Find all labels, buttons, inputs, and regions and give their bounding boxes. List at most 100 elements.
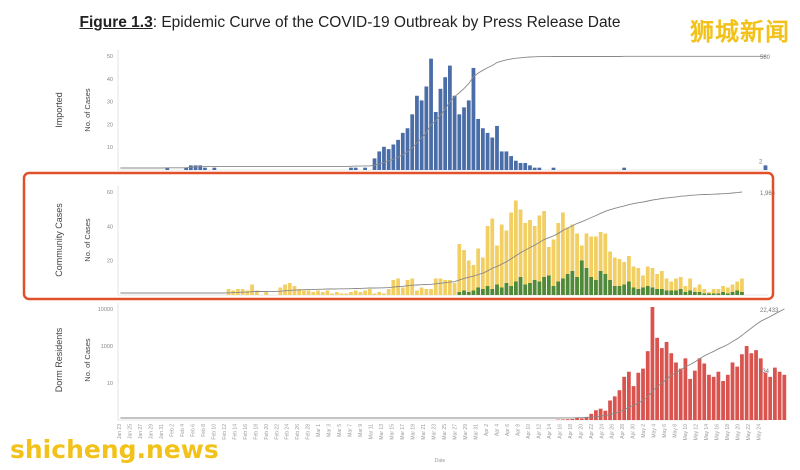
x-tick-label: May 10	[683, 424, 689, 441]
bar	[485, 286, 490, 295]
bar	[688, 378, 692, 420]
bar	[528, 165, 532, 170]
y-axis-label: No. of Cases	[83, 338, 92, 382]
bar	[334, 292, 339, 295]
bar	[758, 358, 763, 420]
x-tick-label: Mar 11	[369, 424, 375, 439]
bar	[598, 232, 603, 295]
figure-label: Figure 1.3	[79, 14, 153, 31]
bar	[513, 200, 518, 295]
bar	[386, 149, 391, 170]
cumulative-line	[120, 55, 766, 169]
bar	[664, 278, 669, 295]
x-tick-label: Jan 29	[148, 424, 154, 439]
x-tick-label: Feb 6	[190, 424, 196, 437]
bar	[603, 233, 608, 295]
bar	[575, 233, 579, 295]
last-value-label: 434	[759, 369, 770, 375]
bar	[382, 146, 386, 170]
x-tick-label: Apr 20	[578, 424, 584, 439]
bar	[476, 118, 481, 170]
bar	[678, 277, 683, 295]
bar	[438, 278, 443, 295]
bar	[707, 374, 711, 420]
bar	[645, 351, 650, 420]
x-tick-label: Jan 27	[138, 424, 144, 439]
bar	[452, 283, 457, 295]
bar	[377, 151, 382, 170]
bar	[184, 167, 189, 170]
x-tick-label: May 6	[662, 424, 668, 438]
bar	[655, 289, 660, 295]
y-tick-label: 30	[107, 100, 113, 106]
bar	[740, 354, 744, 420]
bar	[551, 286, 556, 295]
y-axis-label: No. of Cases	[83, 218, 92, 262]
bar	[659, 271, 664, 295]
x-tick-label: Mar 29	[463, 424, 469, 440]
bar	[226, 289, 231, 295]
bar	[438, 88, 443, 170]
y-tick-label: 20	[107, 259, 113, 265]
bar	[476, 248, 481, 295]
bar	[650, 268, 655, 295]
x-tick-label: Jan 31	[159, 424, 165, 439]
bar	[721, 380, 725, 420]
bar	[584, 233, 589, 295]
x-tick-label: Jan 23	[117, 424, 123, 439]
bar	[683, 292, 688, 295]
x-tick-label: May 20	[736, 424, 742, 441]
bar	[532, 167, 537, 170]
x-tick-label: Feb 2	[169, 424, 175, 437]
bar	[546, 247, 551, 295]
bar	[725, 287, 730, 295]
bar	[688, 278, 692, 295]
bar	[542, 211, 546, 295]
bar	[570, 271, 575, 295]
x-tick-label: May 18	[725, 424, 731, 441]
x-tick-label: Mar 3	[327, 424, 333, 437]
bar	[509, 286, 514, 295]
bar	[245, 290, 250, 295]
bar	[744, 346, 749, 420]
x-tick-label: Apr 2	[484, 424, 490, 436]
bar	[537, 215, 542, 295]
x-tick-label: May 4	[652, 424, 658, 438]
bar	[641, 275, 645, 295]
bar	[697, 284, 702, 295]
bar	[570, 418, 575, 420]
bar	[612, 257, 617, 295]
bar	[664, 341, 669, 420]
bar	[353, 290, 358, 295]
bar	[537, 281, 542, 295]
x-tick-label: Apr 8	[515, 424, 521, 436]
x-tick-label: Apr 12	[536, 424, 542, 439]
bar	[777, 371, 782, 420]
bar	[433, 112, 438, 170]
bar	[212, 167, 217, 170]
bar	[659, 348, 664, 420]
bar	[768, 376, 773, 420]
bar	[367, 289, 372, 295]
panel-name: Community Cases	[54, 203, 64, 277]
bar	[372, 293, 377, 295]
bar	[499, 287, 504, 295]
bar	[740, 278, 744, 295]
bar	[448, 280, 452, 295]
bar	[400, 132, 405, 170]
figure-title: Figure 1.3: Epidemic Curve of the COVID-…	[0, 14, 700, 32]
bar	[513, 160, 518, 170]
bar	[316, 290, 320, 295]
x-axis-label: Date	[435, 458, 446, 464]
bar	[594, 410, 598, 420]
x-tick-label: Feb 14	[232, 424, 238, 440]
bar	[537, 167, 542, 170]
bar	[598, 271, 603, 295]
bar	[594, 280, 598, 295]
x-tick-label: Mar 27	[452, 424, 458, 440]
cumulative-total-label: 22,433	[760, 308, 779, 314]
bar	[513, 281, 518, 295]
bar	[405, 128, 410, 170]
bar	[763, 165, 768, 170]
